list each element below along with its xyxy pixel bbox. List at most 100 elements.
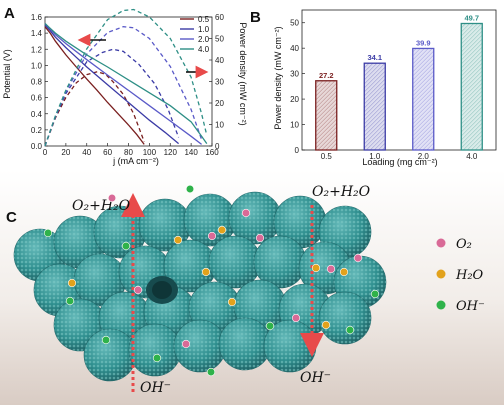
bar-hatch <box>315 110 337 133</box>
x-axis-label-a: j (mA cm⁻²) <box>112 156 159 166</box>
bar-hatch <box>412 114 434 137</box>
h2o-legend-dot-icon <box>436 269 446 279</box>
o2-molecule-icon <box>181 339 191 349</box>
polarization-line-1.0 <box>44 24 180 145</box>
panel-a: A 0 20 40 60 80 100 120 140 1600.00.20.40.60.81.… <box>2 5 248 166</box>
legend-oh-label: OH⁻ <box>456 299 485 314</box>
bar-hatch <box>461 70 483 93</box>
legend-label-0.5: 0.5 <box>198 15 210 24</box>
bar-hatch <box>461 66 483 89</box>
bar-hatch <box>499 48 504 150</box>
y-tick-label: 1.4 <box>31 29 43 38</box>
y2-tick-label: 10 <box>215 121 224 130</box>
x-axis-label-b: Loading (mg cm⁻²) <box>362 157 437 167</box>
y-tick-label: 0.4 <box>31 110 43 119</box>
oh-molecule-icon <box>206 367 216 377</box>
bar-hatch <box>412 118 434 141</box>
bar-hatch <box>315 126 337 149</box>
bar-hatch <box>461 118 483 141</box>
catalyst-tube-bundle-illustration <box>13 191 387 382</box>
bar-hatch <box>321 134 337 150</box>
oh-legend-dot-icon <box>436 300 446 310</box>
oh-molecule-icon <box>65 296 75 306</box>
bar-hatch <box>461 23 462 25</box>
bar-hatch <box>499 23 504 150</box>
y-tick-label: 0.8 <box>31 78 43 87</box>
y-axis-label-a: Potential (V) <box>2 49 12 99</box>
polarization-line-2.0 <box>44 23 202 145</box>
x-tick-label: 100 <box>143 148 157 157</box>
y-tick-label: 1.6 <box>31 13 43 22</box>
molecules <box>43 184 380 377</box>
power-line-1.0 <box>44 48 180 147</box>
bar-hatch <box>483 23 504 150</box>
bar-hatch <box>364 102 386 125</box>
bar-hatch <box>461 114 483 137</box>
bar-hatch <box>315 80 320 85</box>
bar-hatch <box>461 46 483 69</box>
bar-hatch <box>412 58 434 81</box>
y2-tick-label: 20 <box>215 99 224 108</box>
h2o-molecule-icon <box>311 263 321 273</box>
bar-hatch <box>315 102 337 125</box>
bar-hatch <box>364 98 386 121</box>
y-tick-label: 0.2 <box>31 126 43 135</box>
bars-b: 27.2 0.5 34.1 1.0 39.9 2.0 49.7 4.0 <box>166 13 504 161</box>
series-a <box>44 8 208 147</box>
bar-hatch <box>461 62 483 85</box>
bar-hatch <box>315 106 337 129</box>
plot-frame-a <box>44 16 213 147</box>
top-right-reactant-label: O₂+H₂O <box>312 184 371 200</box>
sphere-texture <box>209 236 261 288</box>
bar-hatch <box>412 90 434 113</box>
bar-hatch <box>166 81 235 150</box>
sphere-texture <box>164 240 216 292</box>
bar-hatch <box>461 50 483 73</box>
o2-molecule-icon <box>133 285 143 295</box>
y2-tick-label: 40 <box>215 56 224 65</box>
bar-hatch <box>461 54 483 77</box>
bar-hatch <box>270 63 357 150</box>
h2o-molecule-icon <box>201 267 211 277</box>
panel-letter-a: A <box>4 5 15 22</box>
bar-hatch <box>412 98 434 121</box>
y-tick-label: 20 <box>290 95 299 104</box>
sphere-texture <box>84 329 136 381</box>
x-tick-label: 120 <box>164 148 178 157</box>
legend-o2-label: O₂ <box>456 237 472 252</box>
bar-hatch <box>461 30 483 53</box>
oh-molecule-icon <box>43 228 53 238</box>
x-tick-label: 160 <box>205 148 219 157</box>
sphere-texture <box>129 324 181 376</box>
bar-hatch <box>315 122 337 145</box>
bar-hatch <box>495 23 504 150</box>
y2-tick-label: 0 <box>215 142 220 151</box>
o2-molecule-icon <box>255 233 265 243</box>
bar-hatch <box>487 48 504 150</box>
y-tick-label: 50 <box>290 19 299 28</box>
bar-hatch <box>327 23 454 150</box>
o2-molecule-icon <box>291 313 301 323</box>
bar-hatch <box>315 82 337 105</box>
bar-hatch <box>461 42 483 65</box>
bar-hatch <box>461 26 483 49</box>
bar-hatch <box>315 80 324 89</box>
bar-hatch <box>461 23 466 29</box>
panel-letter-c: C <box>6 209 17 226</box>
bar-hatch <box>412 50 434 73</box>
oh-molecule-icon <box>345 325 355 335</box>
o2-legend-dot-icon <box>436 238 446 248</box>
bar-hatch <box>412 122 434 145</box>
bar-hatch <box>364 63 386 85</box>
oh-molecule-icon <box>265 321 275 331</box>
bar-hatch <box>364 70 386 93</box>
x-tick-label: 4.0 <box>466 152 478 161</box>
bar-hatch <box>412 48 433 69</box>
y-tick-label: 10 <box>290 121 299 130</box>
bar-hatch <box>315 114 337 137</box>
y-tick-label: 1.2 <box>31 45 43 54</box>
bar-hatch <box>412 94 434 117</box>
y-tick-label: 1.0 <box>31 61 43 70</box>
bar-hatch <box>412 78 434 101</box>
